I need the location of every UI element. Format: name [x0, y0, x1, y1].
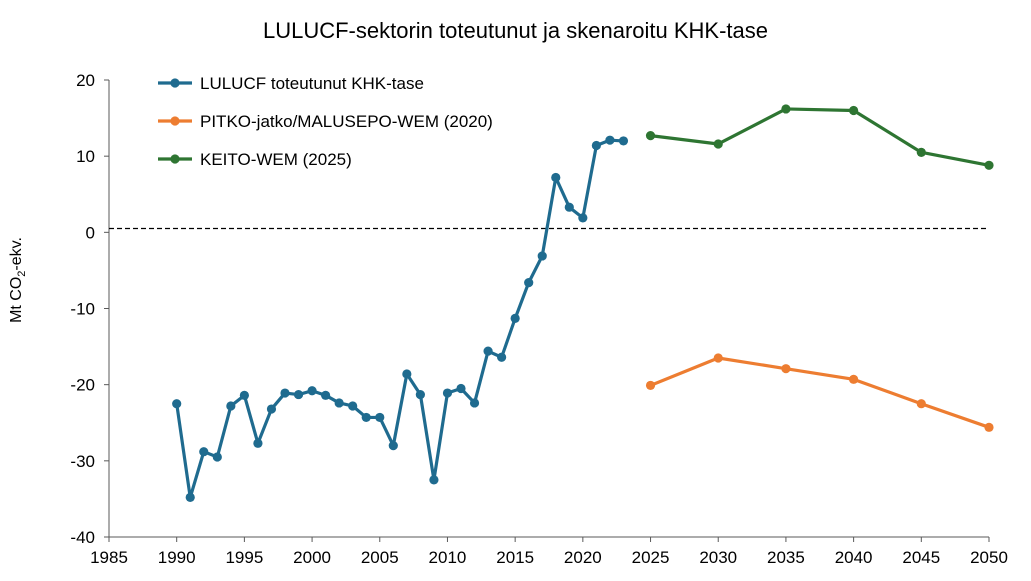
- x-tick-label: 2000: [293, 548, 331, 567]
- data-point: [645, 380, 656, 391]
- legend-item: PITKO-jatko/MALUSEPO-WEM (2020): [158, 112, 493, 131]
- data-point: [442, 388, 453, 398]
- legend-item: KEITO-WEM (2025): [158, 150, 352, 169]
- legend-label: LULUCF toteutunut KHK-tase: [200, 74, 424, 93]
- legend-label: PITKO-jatko/MALUSEPO-WEM (2020): [200, 112, 493, 131]
- data-point: [781, 364, 791, 374]
- data-point: [361, 412, 371, 423]
- data-point: [984, 422, 994, 432]
- data-point: [537, 251, 547, 261]
- data-point: [497, 352, 507, 362]
- data-point: [618, 136, 629, 146]
- series-1: [172, 135, 629, 502]
- x-tick-label: 2010: [429, 548, 467, 567]
- legend: LULUCF toteutunut KHK-tase PITKO-jatko/MA…: [158, 74, 493, 169]
- axes: [104, 79, 990, 542]
- series-2: [645, 353, 994, 432]
- data-point: [469, 398, 480, 408]
- data-point: [429, 475, 439, 485]
- chart-title: LULUCF-sektorin toteutunut ja skenaroitu…: [262, 18, 768, 43]
- data-point: [253, 438, 263, 448]
- data-point: [402, 369, 412, 379]
- data-point: [984, 160, 994, 170]
- data-point: [551, 172, 561, 183]
- y-tick-label: -20: [70, 376, 95, 395]
- data-point: [266, 404, 277, 414]
- data-point: [510, 313, 520, 324]
- legend-item: LULUCF toteutunut KHK-tase: [158, 74, 424, 93]
- data-point: [415, 389, 425, 400]
- data-point: [591, 140, 601, 151]
- series-3: [645, 104, 994, 170]
- legend-swatch-marker: [170, 116, 180, 126]
- data-point: [916, 147, 926, 157]
- data-point: [564, 202, 574, 212]
- data-point: [388, 441, 398, 451]
- data-point: [185, 492, 195, 502]
- data-point: [239, 390, 249, 400]
- y-tick-label: -10: [70, 300, 95, 319]
- data-point: [849, 374, 859, 384]
- legend-swatch-marker: [170, 154, 180, 164]
- data-point: [456, 383, 466, 394]
- x-tick-label: 2040: [835, 548, 873, 567]
- series-line: [648, 107, 991, 167]
- y-tick-label: 20: [76, 71, 95, 90]
- data-point: [226, 401, 236, 411]
- series-group: [172, 104, 994, 502]
- data-point: [348, 401, 358, 411]
- y-tick-label: 0: [86, 223, 95, 242]
- x-tick-label: 1990: [158, 548, 196, 567]
- data-point: [293, 389, 304, 400]
- data-point: [280, 388, 290, 398]
- y-tick-label: -30: [70, 452, 95, 471]
- data-point: [172, 399, 182, 409]
- data-point: [916, 399, 926, 409]
- data-point: [645, 131, 656, 141]
- data-point: [524, 278, 534, 288]
- x-tick-label: 1985: [90, 548, 128, 567]
- data-point: [307, 386, 317, 396]
- data-point: [578, 213, 588, 223]
- x-tick-label: 2020: [564, 548, 602, 567]
- series-line: [175, 138, 626, 499]
- data-point: [713, 353, 723, 363]
- y-tick-label: -40: [70, 528, 95, 547]
- x-tick-label: 2035: [767, 548, 805, 567]
- x-tick-label: 2030: [699, 548, 737, 567]
- data-point: [334, 398, 344, 408]
- data-point: [849, 105, 859, 116]
- data-point: [375, 412, 385, 423]
- legend-swatch-marker: [170, 78, 180, 88]
- data-point: [713, 139, 723, 149]
- x-tick-label: 2045: [902, 548, 940, 567]
- x-tick-label: 2050: [970, 548, 1008, 567]
- data-point: [321, 390, 331, 400]
- x-tick-label: 2025: [632, 548, 670, 567]
- data-point: [605, 135, 615, 145]
- x-tick-label: 1995: [225, 548, 263, 567]
- legend-label: KEITO-WEM (2025): [200, 150, 352, 169]
- series-line: [648, 356, 991, 429]
- data-point: [781, 104, 791, 114]
- data-point: [212, 452, 222, 462]
- x-tick-label: 2015: [496, 548, 534, 567]
- y-tick-label: 10: [76, 147, 95, 166]
- data-point: [199, 447, 209, 457]
- data-point: [483, 346, 493, 356]
- x-tick-label: 2005: [361, 548, 399, 567]
